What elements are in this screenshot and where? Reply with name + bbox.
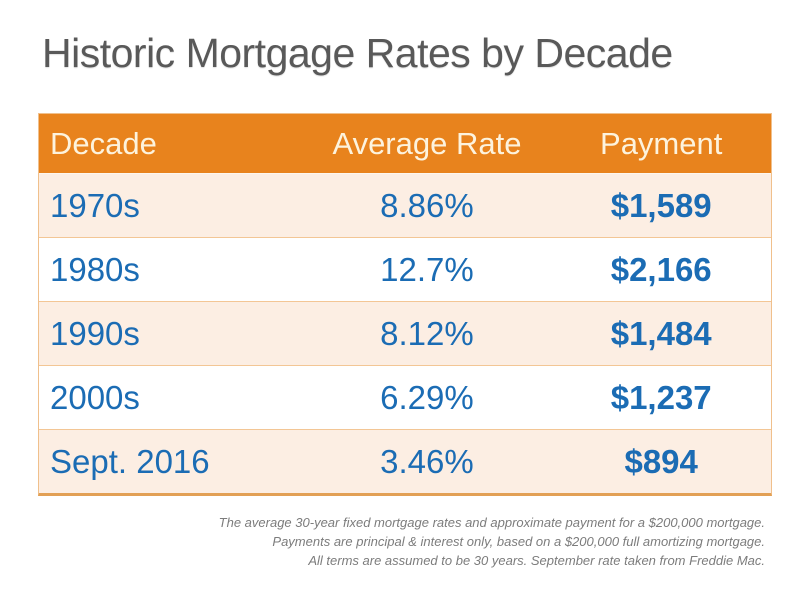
mortgage-rates-table: Decade Average Rate Payment 1970s 8.86% … [38, 113, 772, 496]
decade-value: 2000s [50, 378, 140, 416]
column-header-average-rate: Average Rate [332, 125, 522, 161]
payment-value: $1,589 [610, 186, 712, 224]
payment-value: $894 [624, 442, 698, 480]
column-header-payment: Payment [600, 125, 723, 161]
table-row-1980s: 1980s 12.7% $2,166 [39, 237, 771, 301]
rate-value: 8.86% [380, 186, 474, 224]
table-row-2000s: 2000s 6.29% $1,237 [39, 365, 771, 429]
decade-value: 1970s [50, 186, 140, 224]
table-row-sept-2016: Sept. 2016 3.46% $894 [39, 429, 771, 493]
decade-value: Sept. 2016 [50, 442, 210, 480]
payment-value: $1,484 [610, 314, 712, 352]
rate-value: 8.12% [380, 314, 474, 352]
decade-value: 1980s [50, 250, 140, 288]
footnote-line-1: The average 30-year fixed mortgage rates… [218, 515, 765, 530]
footnote-line-3: All terms are assumed to be 30 years. Se… [308, 553, 765, 568]
rate-value: 3.46% [380, 442, 474, 480]
footnote-line-2: Payments are principal & interest only, … [272, 534, 765, 549]
column-header-decade: Decade [50, 125, 157, 161]
table-header-row: Decade Average Rate Payment [39, 114, 771, 173]
page-title: Historic Mortgage Rates by Decade [42, 30, 673, 76]
rate-value: 12.7% [380, 250, 474, 288]
payment-value: $1,237 [610, 378, 712, 416]
payment-value: $2,166 [610, 250, 712, 288]
decade-value: 1990s [50, 314, 140, 352]
table-row-1990s: 1990s 8.12% $1,484 [39, 301, 771, 365]
footnote: The average 30-year fixed mortgage rates… [65, 513, 765, 570]
rate-value: 6.29% [380, 378, 474, 416]
table-row-1970s: 1970s 8.86% $1,589 [39, 173, 771, 237]
